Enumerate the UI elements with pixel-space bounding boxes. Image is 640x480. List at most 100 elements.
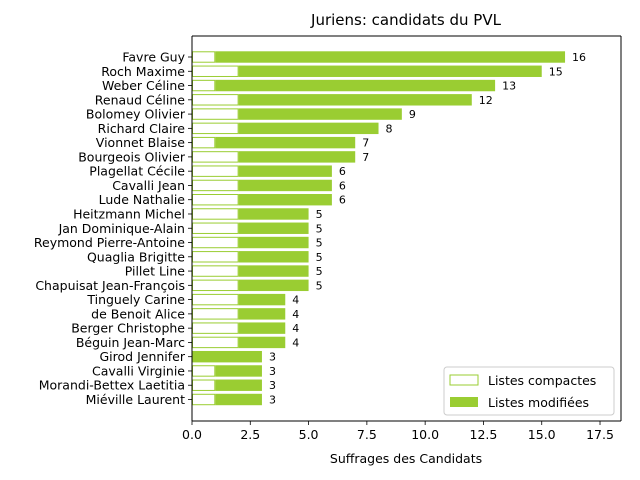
data-label-jan-dominique-alain: 5 [316, 222, 323, 235]
bar-compactes-de-benoit-alice [192, 308, 239, 320]
bar-compactes-vionnet-blaise [192, 136, 216, 149]
category-label-reymond-pierre-antoine: Reymond Pierre-Antoine [34, 235, 185, 250]
bar-compactes-pillet-line [192, 265, 239, 277]
data-label-girod-jennifer: 3 [269, 351, 276, 364]
bar-modifiees-girod-jennifer [192, 350, 262, 363]
category-label-chapuisat-jean-francois: Chapuisat Jean-François [35, 278, 185, 293]
category-label-roch-maxime: Roch Maxime [101, 64, 185, 79]
data-label-roch-maxime: 15 [549, 65, 563, 78]
category-label-bourgeois-olivier: Bourgeois Olivier [78, 149, 186, 164]
data-label-de-benoit-alice: 4 [292, 308, 299, 321]
chart-title: Juriens: candidats du PVL [310, 11, 502, 29]
bar-modifiees-cavalli-virginie [215, 365, 262, 377]
bar-modifiees-reymond-pierre-antoine [238, 236, 309, 249]
data-label-beguin-jean-marc: 4 [292, 336, 299, 349]
bar-compactes-berger-christophe [192, 322, 239, 334]
bar-modifiees-heitzmann-michel [238, 208, 309, 220]
bar-modifiees-favre-guy [215, 51, 566, 63]
data-label-mieville-laurent: 3 [269, 394, 276, 407]
bar-modifiees-bourgeois-olivier [238, 151, 356, 163]
data-label-berger-christophe: 4 [292, 322, 299, 335]
category-label-vionnet-blaise: Vionnet Blaise [96, 135, 186, 150]
category-label-cavalli-virginie: Cavalli Virginie [92, 363, 185, 378]
bar-modifiees-jan-dominique-alain [238, 222, 309, 234]
bar-compactes-bolomey-olivier [192, 108, 239, 120]
bar-compactes-reymond-pierre-antoine [192, 236, 239, 249]
category-label-richard-claire: Richard Claire [98, 121, 186, 136]
bar-modifiees-bolomey-olivier [238, 108, 402, 120]
x-tick-label-7: 17.5 [586, 427, 614, 442]
bar-compactes-richard-claire [192, 122, 239, 135]
bar-modifiees-weber-celine [215, 79, 496, 92]
category-label-heitzmann-michel: Heitzmann Michel [73, 206, 185, 221]
bar-compactes-cavalli-jean [192, 179, 239, 192]
category-label-renaud-celine: Renaud Céline [95, 92, 186, 107]
bar-compactes-jan-dominique-alain [192, 222, 239, 234]
data-label-pillet-line: 5 [316, 265, 323, 278]
data-label-plagellat-cecile: 6 [339, 165, 346, 178]
bar-modifiees-roch-maxime [238, 65, 542, 77]
data-label-favre-guy: 16 [572, 51, 586, 64]
data-label-morandi-bettex-laetitia: 3 [269, 379, 276, 392]
bar-compactes-beguin-jean-marc [192, 336, 239, 349]
category-label-beguin-jean-marc: Béguin Jean-Marc [76, 335, 185, 350]
x-tick-label-1: 2.5 [240, 427, 260, 442]
category-label-berger-christophe: Berger Christophe [71, 321, 185, 336]
bar-modifiees-vionnet-blaise [215, 136, 356, 149]
bar-compactes-tinguely-carine [192, 293, 239, 306]
category-label-jan-dominique-alain: Jan Dominique-Alain [58, 221, 185, 236]
bar-modifiees-tinguely-carine [238, 293, 286, 306]
category-label-tinguely-carine: Tinguely Carine [86, 292, 185, 307]
data-label-renaud-celine: 12 [479, 94, 493, 107]
category-label-de-benoit-alice: de Benoit Alice [91, 306, 185, 321]
bar-compactes-cavalli-virginie [192, 365, 216, 377]
bar-compactes-favre-guy [192, 51, 216, 63]
data-label-heitzmann-michel: 5 [316, 208, 323, 221]
bar-modifiees-plagellat-cecile [238, 165, 332, 177]
category-label-lude-nathalie: Lude Nathalie [99, 192, 186, 207]
category-label-girod-jennifer: Girod Jennifer [99, 349, 185, 364]
data-label-tinguely-carine: 4 [292, 294, 299, 307]
category-label-mieville-laurent: Miéville Laurent [86, 392, 185, 407]
data-label-cavalli-jean: 6 [339, 179, 346, 192]
bar-modifiees-morandi-bettex-laetitia [215, 379, 262, 391]
bar-modifiees-renaud-celine [238, 94, 472, 106]
data-label-chapuisat-jean-francois: 5 [316, 279, 323, 292]
legend-frame [443, 366, 615, 416]
data-label-vionnet-blaise: 7 [362, 137, 369, 150]
legend-swatch-listes-compactes [449, 374, 479, 386]
x-tick-label-2: 5.0 [299, 427, 319, 442]
bar-compactes-renaud-celine [192, 94, 239, 106]
bar-compactes-bourgeois-olivier [192, 151, 239, 163]
bar-compactes-heitzmann-michel [192, 208, 239, 220]
data-label-cavalli-virginie: 3 [269, 365, 276, 378]
bar-modifiees-berger-christophe [238, 322, 286, 334]
category-label-pillet-line: Pillet Line [125, 264, 186, 279]
bar-compactes-plagellat-cecile [192, 165, 239, 177]
bar-compactes-chapuisat-jean-francois [192, 279, 239, 292]
data-label-richard-claire: 8 [386, 122, 393, 135]
data-label-reymond-pierre-antoine: 5 [316, 237, 323, 250]
bar-modifiees-beguin-jean-marc [238, 336, 286, 349]
category-label-favre-guy: Favre Guy [122, 50, 185, 65]
category-label-morandi-bettex-laetitia: Morandi-Bettex Laetitia [39, 378, 185, 393]
x-tick-label-3: 7.5 [357, 427, 377, 442]
legend-label-listes-modifiees: Listes modifiées [488, 395, 589, 410]
data-label-bourgeois-olivier: 7 [362, 151, 369, 164]
x-tick-label-0: 0.0 [182, 427, 202, 442]
category-label-cavalli-jean: Cavalli Jean [112, 178, 185, 193]
bar-modifiees-lude-nathalie [238, 194, 332, 206]
bar-compactes-weber-celine [192, 79, 216, 92]
bar-compactes-lude-nathalie [192, 194, 239, 206]
bar-compactes-morandi-bettex-laetitia [192, 379, 216, 391]
x-tick-label-4: 10.0 [411, 427, 439, 442]
bar-compactes-roch-maxime [192, 65, 239, 77]
bar-compactes-quaglia-brigitte [192, 251, 239, 263]
bar-modifiees-cavalli-jean [238, 179, 332, 192]
bar-compactes-mieville-laurent [192, 393, 216, 406]
category-label-weber-celine: Weber Céline [102, 78, 185, 93]
legend-label-listes-compactes: Listes compactes [488, 373, 596, 388]
category-label-quaglia-brigitte: Quaglia Brigitte [87, 249, 185, 264]
